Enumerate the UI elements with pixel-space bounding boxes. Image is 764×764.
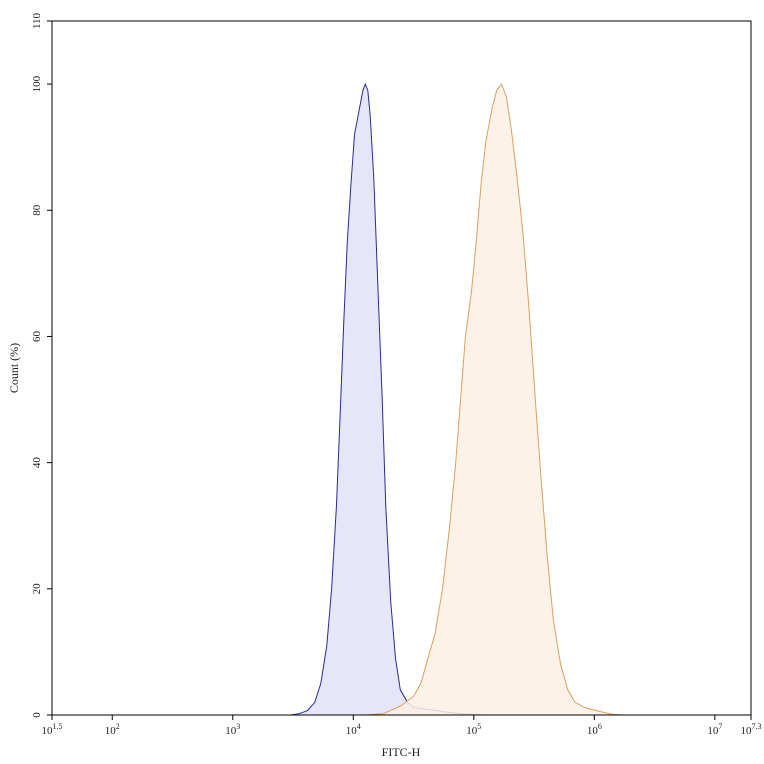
x-tick-label: 103 [225,722,240,737]
y-tick-label: 80 [31,204,43,216]
y-tick-label: 0 [31,712,43,718]
x-axis-title: FITC-H [382,745,421,759]
y-tick-label: 40 [31,457,43,469]
histogram-series-2 [365,83,625,716]
x-tick-label: 104 [346,722,361,737]
x-tick-label: 102 [105,722,120,737]
x-tick-label: 105 [466,722,481,737]
y-tick-label: 20 [31,583,43,595]
x-tick-label: 106 [587,722,602,737]
series-layer [290,82,625,716]
y-tick-label: 60 [31,330,43,342]
y-tick-label: 100 [31,75,43,92]
x-tick-label: 101.5 [42,722,63,737]
y-axis: 0 20 40 60 80 100 110 [31,12,52,718]
x-axis: 101.5 102 103 104 105 106 107 107.3 [42,715,762,737]
y-axis-title: Count (%) [7,343,21,393]
x-tick-label: 107 [707,722,722,737]
y-tick-label: 110 [31,12,43,29]
x-tick-label: 107.3 [741,722,762,737]
plot-frame [51,20,752,716]
